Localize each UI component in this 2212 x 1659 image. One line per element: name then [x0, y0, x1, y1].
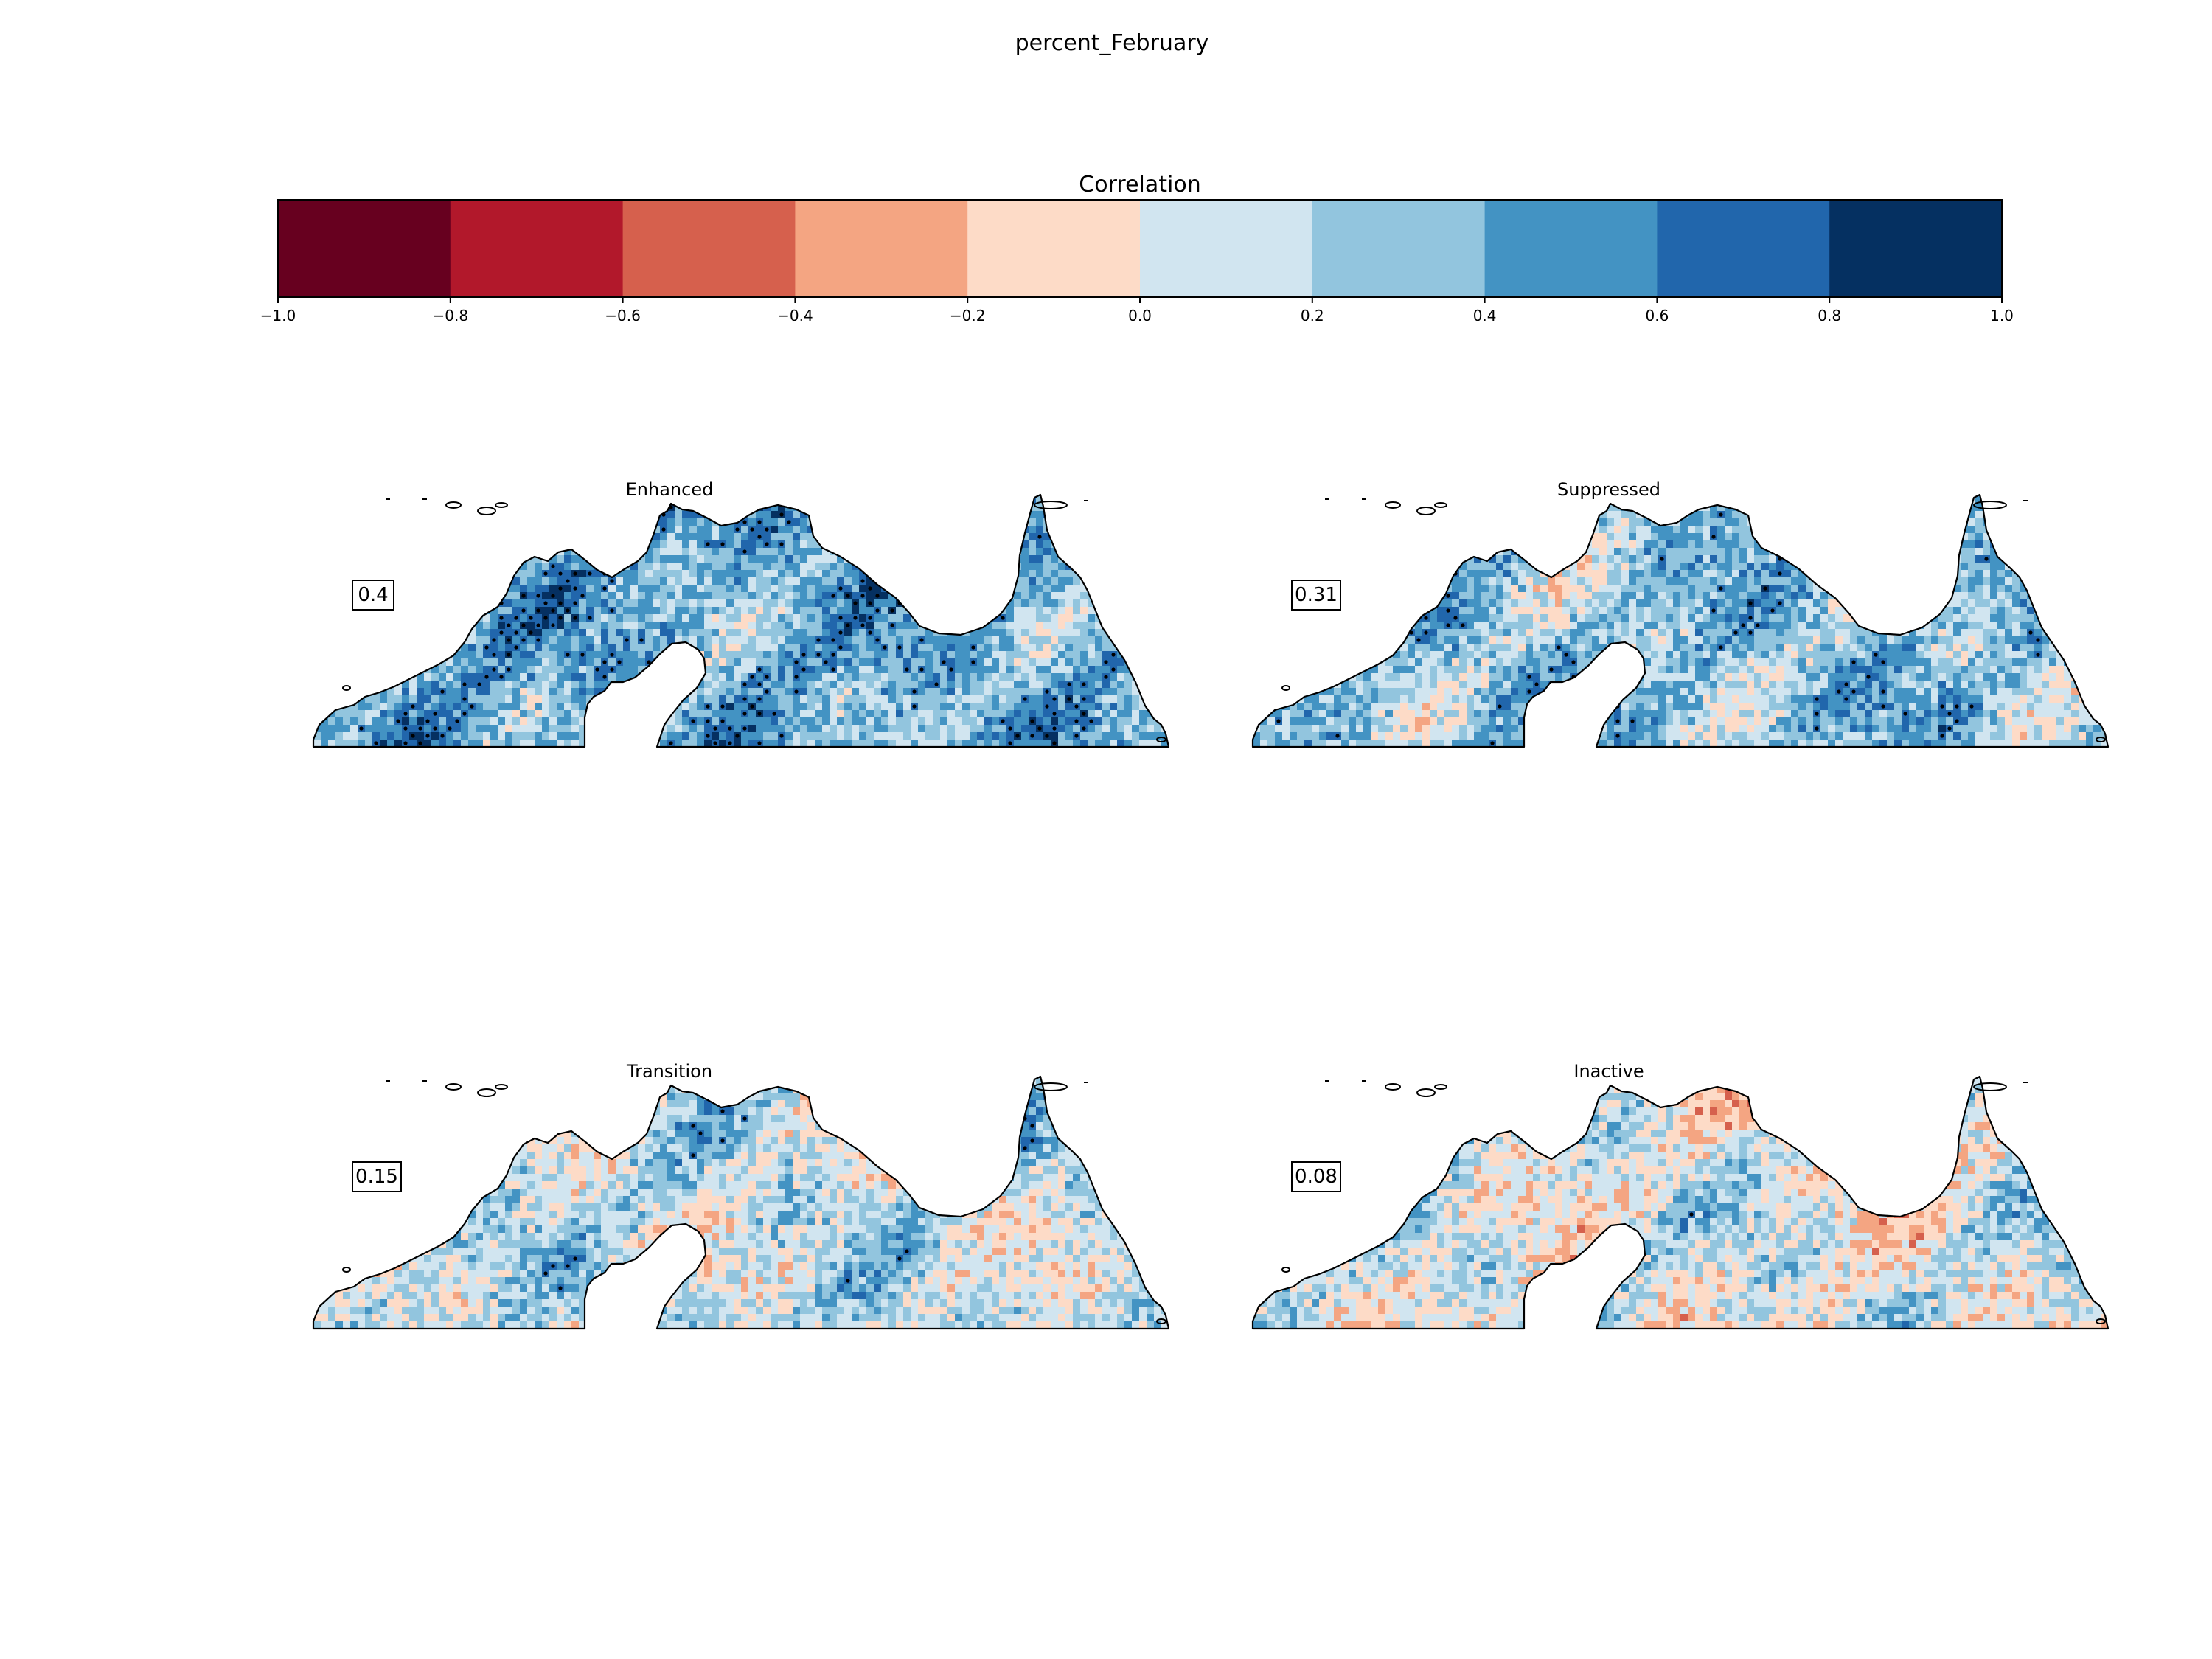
- island-outline: [1156, 1318, 1166, 1324]
- colorbar-tick-label: 0.4: [1473, 307, 1497, 324]
- map-panel-suppressed: Suppressed 0.31: [1251, 479, 2110, 748]
- score-box: 0.15: [352, 1161, 402, 1192]
- colorbar-block: [1657, 200, 1830, 297]
- colorbar-tick-label: −1.0: [260, 307, 296, 324]
- island-outline: [342, 685, 351, 691]
- colorbar-block: [1829, 200, 2003, 297]
- coastline: [312, 493, 1170, 748]
- colorbar-block: [622, 200, 796, 297]
- island-outline: [1281, 685, 1290, 691]
- colorbar-tick-label: 0.8: [1818, 307, 1841, 324]
- colorbar-ticks: −1.0 −0.8 −0.6 −0.4 −0.2 0.0 0.2 0.4 0.6 0.8 1.0: [260, 297, 2014, 324]
- correlation-field: [313, 495, 1169, 747]
- colorbar-tick-label: 1.0: [1990, 307, 2014, 324]
- panel-title: Transition: [626, 1061, 712, 1082]
- score-value: 0.08: [1295, 1166, 1338, 1188]
- coastline: [312, 1075, 1170, 1330]
- island-outline: [2096, 737, 2106, 742]
- island-outline: [477, 1088, 496, 1097]
- colorbar-blocks: [278, 200, 2003, 297]
- map-panel-inactive: Inactive 0.08: [1251, 1061, 2110, 1330]
- island-outline: [1385, 501, 1401, 509]
- correlation-field: [313, 1077, 1169, 1329]
- island-outline: [1034, 501, 1068, 509]
- colorbar-block: [967, 200, 1141, 297]
- figure-title: percent_February: [1015, 30, 1209, 56]
- colorbar-tick-label: −0.8: [433, 307, 469, 324]
- score-box: 0.08: [1291, 1161, 1341, 1192]
- island-outline: [495, 1084, 508, 1090]
- island-outline: [342, 1267, 351, 1273]
- colorbar-tick-label: −0.4: [777, 307, 813, 324]
- island-outline: [1416, 507, 1436, 515]
- coastline: [1251, 493, 2110, 748]
- island-outline: [1434, 1084, 1447, 1090]
- island-outline: [445, 1083, 462, 1091]
- colorbar-block: [450, 200, 624, 297]
- island-outline: [1416, 1088, 1436, 1097]
- colorbar-tick-label: 0.0: [1128, 307, 1152, 324]
- island-outline: [445, 501, 462, 509]
- score-box: 0.31: [1291, 580, 1341, 611]
- score-value: 0.4: [358, 584, 388, 606]
- island-outline: [495, 502, 508, 508]
- colorbar-tick-label: 0.2: [1301, 307, 1324, 324]
- panel-title: Inactive: [1573, 1061, 1644, 1082]
- island-outline: [1034, 1082, 1068, 1091]
- colorbar-block: [1140, 200, 1313, 297]
- colorbar-block: [278, 200, 451, 297]
- colorbar-label: Correlation: [1079, 172, 1200, 198]
- coastline: [1251, 1075, 2110, 1330]
- score-box: 0.4: [352, 580, 394, 611]
- colorbar-tick-label: 0.6: [1645, 307, 1669, 324]
- map-panels: Enhanced 0.4 Suppressed 0.31 Transition 0.15 I…: [312, 479, 2110, 1330]
- island-outline: [477, 507, 496, 515]
- island-outline: [2096, 1318, 2106, 1324]
- island-outline: [1156, 737, 1166, 742]
- score-value: 0.31: [1295, 584, 1338, 606]
- colorbar-tick-label: −0.2: [950, 307, 986, 324]
- map-panel-enhanced: Enhanced 0.4: [312, 479, 1170, 748]
- colorbar-block: [1484, 200, 1658, 297]
- correlation-field: [1253, 495, 2108, 747]
- colorbar: Correlation −1.0 −0.8 −0.6 −0.4 −0.2 0.0 0.2 0.…: [260, 172, 2014, 324]
- correlation-field: [1253, 1077, 2108, 1329]
- island-outline: [1281, 1267, 1290, 1273]
- colorbar-block: [795, 200, 968, 297]
- island-outline: [1434, 502, 1447, 508]
- panel-title: Suppressed: [1557, 479, 1660, 500]
- map-panel-transition: Transition 0.15: [312, 1061, 1170, 1330]
- island-outline: [1973, 1082, 2007, 1091]
- colorbar-tick-label: −0.6: [605, 307, 641, 324]
- score-value: 0.15: [355, 1166, 398, 1188]
- island-outline: [1973, 501, 2007, 509]
- island-outline: [1385, 1083, 1401, 1091]
- colorbar-block: [1312, 200, 1486, 297]
- panel-title: Enhanced: [626, 479, 714, 500]
